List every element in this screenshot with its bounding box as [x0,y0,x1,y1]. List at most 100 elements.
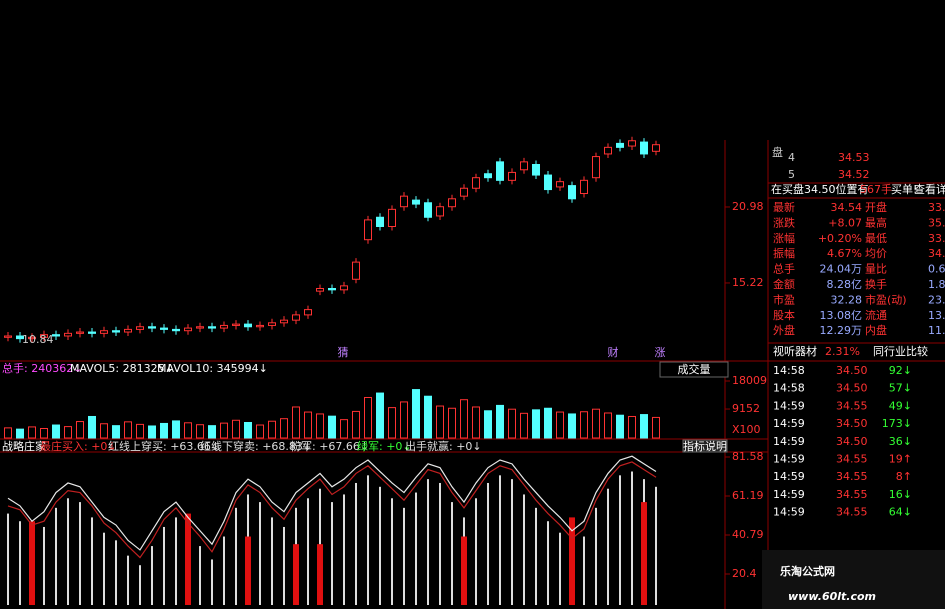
indicator-bar [79,502,81,605]
quote-label: 最低 [865,232,887,245]
trade-time: 14:59 [773,470,805,483]
book-notice[interactable]: 查看详 [914,182,945,196]
indicator-bar [259,502,261,605]
quote-label: 内盘 [865,323,887,337]
candle-body [208,326,216,329]
candle-body [100,330,108,334]
volume-bar [604,412,612,439]
trade-volume: 173↓ [882,417,912,430]
candle-body [616,142,624,148]
volume-bar [568,413,576,439]
indicator-button[interactable]: 指标说明 [683,439,727,453]
candle-body [52,334,60,337]
volume-bar [232,419,240,439]
quote-label: 市盈 [773,292,795,306]
volume-bar [88,415,96,439]
quote-label: 总手 [773,262,795,276]
candle-body [148,326,156,329]
indicator-bar [583,536,585,605]
event-marker[interactable]: 财 [608,345,619,359]
volume-bar [436,405,444,439]
quote-value: 11.75 [928,324,945,337]
volume-bar [448,407,456,439]
candle-body [592,156,600,179]
book-level: 4 [788,151,795,164]
candle-body [340,285,348,291]
trade-volume: 57↓ [889,382,912,395]
candle-body [628,140,636,147]
indicator-bar [511,479,513,605]
trade-time: 14:59 [773,453,805,466]
candle-body [88,331,96,334]
volume-bar [292,406,300,439]
indicator-bar [7,513,9,605]
button-box[interactable] [682,439,728,453]
quote-value: 23.4 [928,293,945,306]
indicator-bar [235,507,237,605]
watermark-url: www.60lt.com [788,590,876,603]
volume-bar [52,424,60,439]
trade-time: 14:59 [773,399,805,412]
indicator-bar [211,559,213,605]
quote-value: 33.8 [928,201,945,214]
volume-bar [352,410,360,439]
candle-body [472,177,480,189]
candle-body [448,198,456,208]
volume-header: MAVOL5: 281325↓ [70,362,174,375]
trade-volume: 8↑ [896,470,912,483]
trade-volume: 64↓ [889,506,912,519]
quote-value: 24.04万 [820,263,863,276]
quote-label: 涨幅 [773,232,795,245]
indicator-bar [67,498,69,605]
dropdown-label[interactable]: 成交量 [678,362,711,376]
volume-bar [280,418,288,439]
signal-spike [569,517,575,605]
candle-body [124,328,132,333]
candle-body [556,181,564,188]
candle-body [580,179,588,195]
indicator-bar [43,526,45,605]
indicator-bar [307,498,309,605]
trade-price: 34.50 [836,435,868,448]
indicator-bar [619,475,621,605]
indicator-bar [523,494,525,605]
volume-bar [16,428,24,439]
quote-label: 外盘 [773,323,795,337]
dropdown-box[interactable] [659,361,729,378]
signal-spike [29,521,35,605]
book-notice: 买单! [891,183,917,196]
trade-price: 34.55 [836,506,868,519]
quote-value: 8.28亿 [827,278,863,291]
quote-label: 涨跌 [773,215,795,229]
candle-body [532,163,540,176]
indicator-bar [391,498,393,605]
volume-bar [172,420,180,439]
volume-bar [364,396,372,439]
signal-spike [293,544,299,605]
industry-name: 视听器材 [773,344,817,358]
volume-bar [148,425,156,439]
volume-bar [484,410,492,439]
volume-bar [460,399,468,439]
candle-body [376,216,384,228]
trade-price: 34.50 [836,417,868,430]
volume-bar [424,395,432,439]
volume-bar [112,425,120,439]
indicator-bar [151,546,153,605]
quote-value: 35.9 [928,216,945,229]
volume-bar [388,407,396,439]
candle-body [568,185,576,200]
volume-bar [544,407,552,439]
indicator-line [7,461,657,559]
y-tick-label: 61.19 [732,489,764,502]
candle-body [64,332,72,337]
candle-body [328,288,336,291]
book-price: 34.53 [838,151,870,164]
volume-bar [268,420,276,439]
event-marker[interactable]: 涨 [655,346,666,359]
indicator-header: 粉军: +67.66↓ [290,440,369,453]
industry-compare[interactable]: 同行业比较 [873,344,928,358]
candle-body [436,206,444,217]
event-marker[interactable]: 猜 [338,346,349,359]
volume-header: MAVOL10: 345994↓ [157,362,268,375]
